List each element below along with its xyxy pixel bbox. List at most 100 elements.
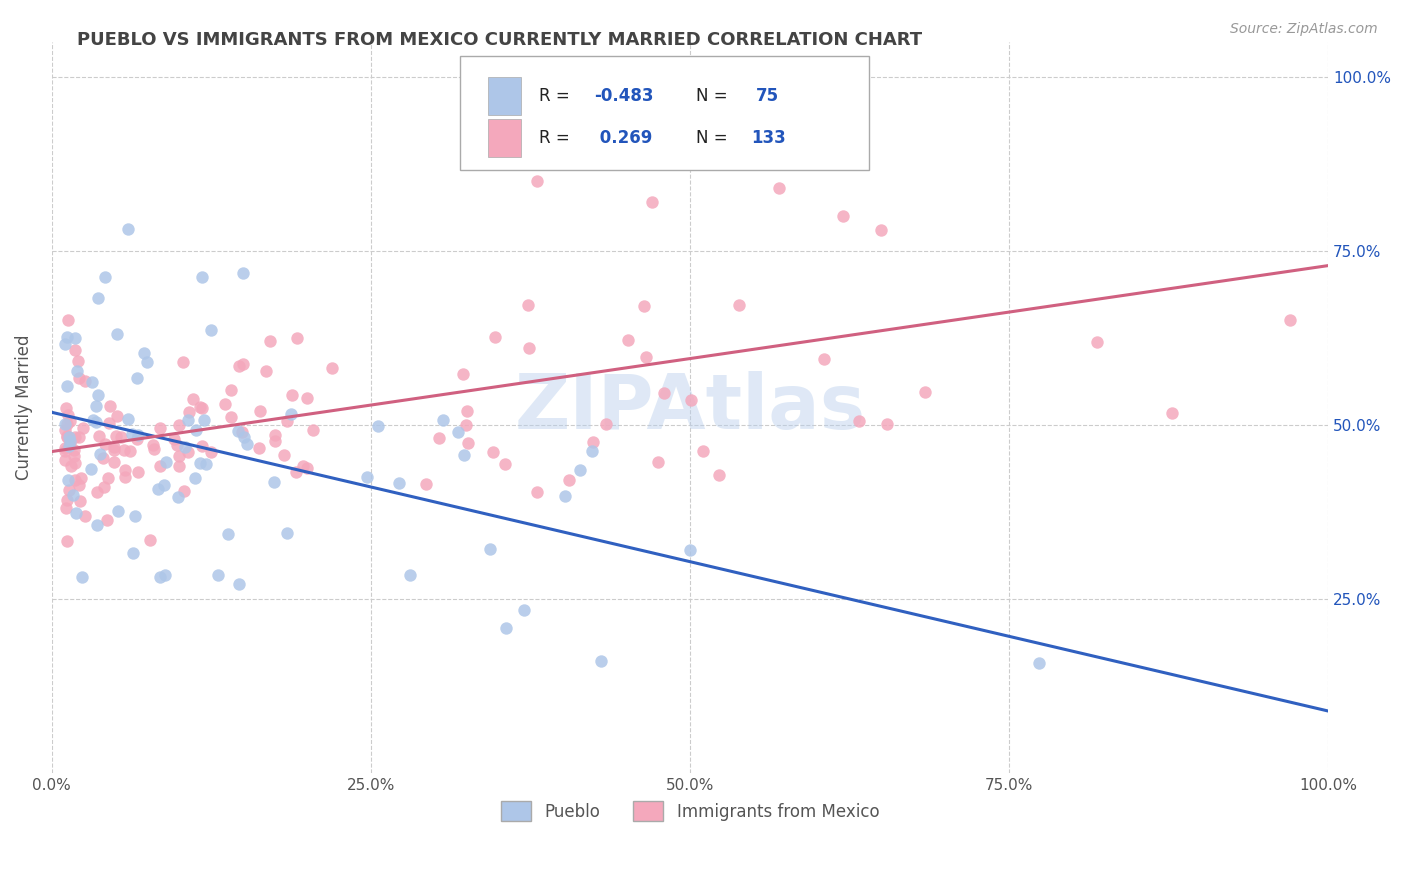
Point <box>98 400 121 414</box>
Point <box>456 403 478 417</box>
Point <box>399 567 422 582</box>
Point <box>72 421 94 435</box>
Point <box>848 414 870 428</box>
Point <box>285 331 308 345</box>
Point <box>576 153 599 168</box>
FancyBboxPatch shape <box>488 120 522 157</box>
Point <box>517 298 540 312</box>
Point <box>194 458 217 472</box>
Point <box>832 209 855 223</box>
Point <box>166 490 188 504</box>
Point <box>58 408 80 422</box>
Point <box>219 410 242 425</box>
Point <box>127 465 149 479</box>
Point <box>427 431 450 445</box>
Point <box>86 388 108 402</box>
Point <box>91 450 114 465</box>
Point <box>263 475 285 489</box>
Point <box>93 437 115 451</box>
Point <box>692 444 714 458</box>
Point <box>136 355 159 369</box>
Point <box>124 509 146 524</box>
Point <box>62 449 84 463</box>
Point <box>103 442 125 457</box>
Point <box>56 417 79 432</box>
Point <box>568 463 591 477</box>
Point <box>1161 406 1184 420</box>
Point <box>143 442 166 457</box>
Point <box>484 330 506 344</box>
Point <box>56 492 79 507</box>
FancyBboxPatch shape <box>460 56 869 169</box>
Point <box>67 430 90 444</box>
Point <box>148 482 170 496</box>
Point <box>517 341 540 355</box>
Point <box>53 417 76 431</box>
Point <box>264 434 287 449</box>
Point <box>280 407 302 421</box>
Point <box>96 513 118 527</box>
Point <box>97 471 120 485</box>
Point <box>236 437 259 451</box>
Point <box>479 541 502 556</box>
Point <box>112 442 135 457</box>
Point <box>707 468 730 483</box>
Point <box>276 525 298 540</box>
Point <box>446 425 468 439</box>
Point <box>415 477 437 491</box>
Point <box>53 443 76 458</box>
Point <box>104 429 127 443</box>
Point <box>652 386 675 401</box>
Point <box>558 473 581 487</box>
Point <box>704 139 727 153</box>
Point <box>87 291 110 305</box>
FancyBboxPatch shape <box>488 77 522 115</box>
Point <box>65 506 87 520</box>
Text: PUEBLO VS IMMIGRANTS FROM MEXICO CURRENTLY MARRIED CORRELATION CHART: PUEBLO VS IMMIGRANTS FROM MEXICO CURRENT… <box>77 31 922 49</box>
Point <box>1278 313 1301 327</box>
Point <box>226 424 249 438</box>
Point <box>89 447 111 461</box>
Point <box>67 371 90 385</box>
Point <box>118 444 141 458</box>
Point <box>679 543 702 558</box>
Point <box>191 269 214 284</box>
Point <box>84 415 107 429</box>
Point <box>647 455 669 469</box>
Point <box>53 423 76 437</box>
Point <box>494 458 516 472</box>
Point <box>207 567 229 582</box>
Point <box>482 445 505 459</box>
Point <box>173 484 195 499</box>
Text: ZIPAtlas: ZIPAtlas <box>515 370 866 444</box>
Point <box>105 327 128 342</box>
Point <box>59 434 82 448</box>
Point <box>67 354 90 368</box>
Legend: Pueblo, Immigrants from Mexico: Pueblo, Immigrants from Mexico <box>494 795 886 827</box>
Point <box>321 361 343 376</box>
Point <box>367 419 389 434</box>
Point <box>1028 656 1050 670</box>
Point <box>110 430 132 444</box>
Point <box>56 430 79 444</box>
Point <box>56 330 79 344</box>
Text: N =: N = <box>696 87 728 105</box>
Point <box>292 458 315 473</box>
Point <box>63 331 86 345</box>
Point <box>513 603 536 617</box>
Point <box>495 621 517 635</box>
Point <box>582 435 605 450</box>
Point <box>284 465 307 479</box>
Point <box>69 471 91 485</box>
Point <box>66 364 89 378</box>
Point <box>56 429 79 443</box>
Point <box>188 456 211 470</box>
Point <box>125 432 148 446</box>
Point <box>214 397 236 411</box>
Point <box>125 370 148 384</box>
Point <box>813 352 835 367</box>
Point <box>232 266 254 280</box>
Point <box>114 470 136 484</box>
Point <box>63 443 86 458</box>
Text: R =: R = <box>540 87 569 105</box>
